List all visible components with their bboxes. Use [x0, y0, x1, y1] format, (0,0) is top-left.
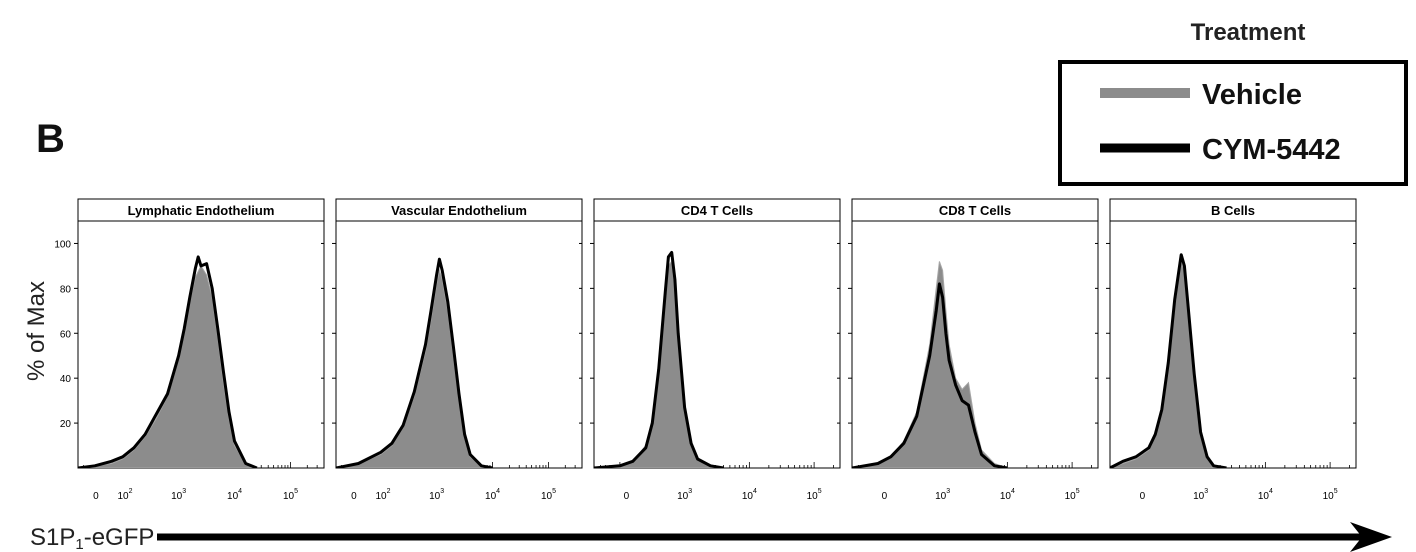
- x-tick-exponent: 5: [1334, 488, 1338, 495]
- x-tick-exponent: 3: [688, 488, 692, 495]
- x-tick-label: 0: [624, 491, 630, 502]
- x-axis-arrow-head: [1350, 522, 1392, 552]
- x-tick-label: 104: [485, 488, 500, 502]
- x-tick-label: 103: [677, 488, 692, 502]
- x-tick-label: 103: [429, 488, 444, 502]
- x-tick-base: 10: [1258, 491, 1270, 502]
- x-tick-label: 104: [742, 488, 757, 502]
- series-cym-5442-line: [78, 255, 258, 468]
- x-tick-base: 0: [1140, 491, 1146, 502]
- x-tick-label: 0: [93, 491, 99, 502]
- x-tick-base: 10: [935, 491, 947, 502]
- x-tick-exponent: 5: [552, 488, 556, 495]
- x-tick-base: 10: [283, 491, 295, 502]
- x-tick-exponent: 4: [753, 488, 757, 495]
- x-tick-base: 0: [93, 491, 99, 502]
- plot-frame: [1109, 220, 1357, 469]
- x-tick-base: 0: [882, 491, 888, 502]
- y-axis-label: % of Max: [23, 281, 50, 381]
- x-tick-base: 0: [351, 491, 357, 502]
- x-tick-label: 104: [227, 488, 242, 502]
- x-tick-label: 0: [1140, 491, 1146, 502]
- x-tick-base: 10: [541, 491, 553, 502]
- x-tick-label: 105: [541, 488, 556, 502]
- panel-title: B Cells: [1211, 203, 1255, 218]
- y-tick-label: 80: [60, 284, 72, 295]
- x-tick-label: 104: [1000, 488, 1015, 502]
- x-tick-base: 10: [742, 491, 754, 502]
- y-tick-label: 40: [60, 374, 72, 385]
- x-tick-base: 10: [485, 491, 497, 502]
- series-cym-5442-line: [594, 250, 724, 468]
- x-axis-label: S1P1-eGFP: [30, 524, 154, 552]
- x-tick-label: 103: [1193, 488, 1208, 502]
- x-tick-label: 102: [117, 488, 132, 502]
- x-axis-label-main: S1P: [30, 524, 75, 551]
- x-tick-base: 10: [117, 491, 129, 502]
- x-tick-exponent: 2: [387, 488, 391, 495]
- series-cym-5442-line: [852, 282, 1008, 468]
- x-tick-base: 10: [171, 491, 183, 502]
- x-tick-base: 10: [807, 491, 819, 502]
- x-tick-base: 10: [1193, 491, 1205, 502]
- x-tick-exponent: 2: [129, 488, 133, 495]
- y-tick-label: 20: [60, 419, 72, 430]
- x-tick-label: 102: [375, 488, 390, 502]
- panel-letter: B: [36, 117, 65, 161]
- x-tick-exponent: 5: [294, 488, 298, 495]
- x-tick-exponent: 3: [440, 488, 444, 495]
- x-tick-exponent: 4: [238, 488, 242, 495]
- legend-label-cym-5442: CYM-5442: [1202, 134, 1341, 166]
- x-tick-base: 10: [677, 491, 689, 502]
- x-tick-base: 10: [1000, 491, 1012, 502]
- legend-entries: Vehicle CYM-5442: [1100, 79, 1341, 166]
- series-cym-5442-line: [1110, 253, 1227, 468]
- x-tick-base: 10: [1065, 491, 1077, 502]
- x-axis-label-subscript: 1: [75, 536, 83, 552]
- x-tick-label: 105: [283, 488, 298, 502]
- panel-title: Vascular Endothelium: [391, 203, 527, 218]
- x-tick-exponent: 4: [1269, 488, 1273, 495]
- x-tick-label: 0: [882, 491, 888, 502]
- legend-label-vehicle: Vehicle: [1202, 79, 1302, 111]
- x-tick-base: 10: [227, 491, 239, 502]
- y-tick-label: 60: [60, 329, 72, 340]
- x-axis-label-suffix: -eGFP: [84, 524, 155, 551]
- x-tick-label: 0: [351, 491, 357, 502]
- x-tick-exponent: 3: [1204, 488, 1208, 495]
- x-tick-base: 10: [375, 491, 387, 502]
- x-tick-exponent: 3: [182, 488, 186, 495]
- legend-box: [1058, 60, 1408, 186]
- x-tick-exponent: 4: [1011, 488, 1015, 495]
- x-tick-exponent: 5: [818, 488, 822, 495]
- x-tick-base: 0: [624, 491, 630, 502]
- panel-title: Lymphatic Endothelium: [128, 203, 275, 218]
- x-tick-label: 105: [807, 488, 822, 502]
- panel-title: CD4 T Cells: [681, 203, 753, 218]
- y-tick-label: 100: [54, 239, 71, 250]
- series-cym-5442-line: [336, 257, 493, 468]
- x-tick-label: 103: [171, 488, 186, 502]
- x-tick-label: 105: [1323, 488, 1338, 502]
- x-tick-label: 103: [935, 488, 950, 502]
- x-tick-base: 10: [429, 491, 441, 502]
- legend-title: Treatment: [1191, 19, 1306, 46]
- plot-frame: [593, 220, 841, 469]
- x-tick-exponent: 5: [1076, 488, 1080, 495]
- x-tick-exponent: 3: [946, 488, 950, 495]
- panel-title: CD8 T Cells: [939, 203, 1011, 218]
- x-tick-base: 10: [1323, 491, 1335, 502]
- x-tick-exponent: 4: [496, 488, 500, 495]
- x-tick-label: 104: [1258, 488, 1273, 502]
- x-tick-label: 105: [1065, 488, 1080, 502]
